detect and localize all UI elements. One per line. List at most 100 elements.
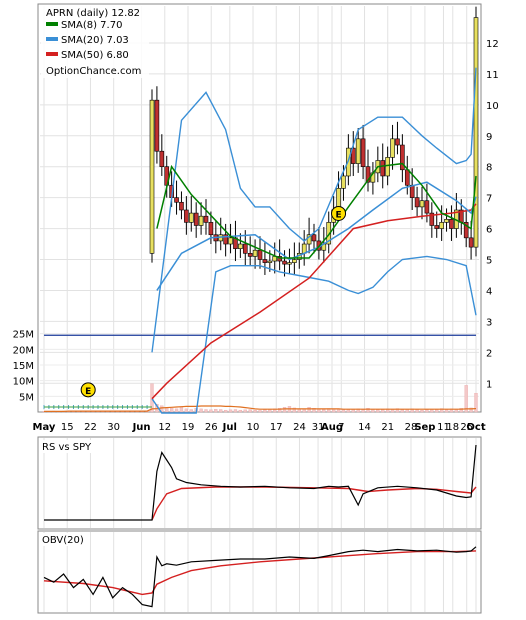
candle-body: [473, 17, 479, 248]
x-tick-label: Oct: [466, 422, 485, 433]
obv-line: [43, 546, 477, 608]
volume-bar: [199, 408, 203, 413]
price-y-tick-label: 11: [486, 70, 499, 81]
price-y-tick-label: 1: [486, 379, 492, 390]
x-tick-label: Aug: [321, 422, 343, 433]
candle-body: [439, 222, 444, 229]
volume-bar: [184, 408, 189, 413]
candle-body: [449, 218, 454, 229]
watermark: OptionChance.com: [46, 66, 141, 77]
volume-bar: [204, 409, 208, 413]
candle-body: [203, 215, 209, 223]
price-y-tick-label: 4: [486, 286, 492, 297]
volume-bar: [258, 410, 262, 413]
candle-body: [159, 150, 165, 167]
volume-bar: [302, 409, 306, 413]
earnings-marker-label: E: [335, 210, 341, 220]
candle-body: [424, 200, 430, 214]
candle-body: [311, 234, 317, 242]
candle-body: [355, 138, 361, 164]
volume-ma-line: [44, 405, 477, 412]
candle-body: [223, 234, 228, 245]
volume-bar: [233, 409, 238, 413]
candle-body: [198, 215, 204, 226]
volume-bar: [219, 409, 223, 413]
volume-bar: [165, 407, 169, 413]
volume-y-tick-label: 20M: [13, 345, 34, 356]
x-tick-label: 30: [107, 422, 120, 433]
earnings-marker-label: E: [85, 387, 91, 397]
volume-bar: [425, 409, 429, 413]
x-tick-label: 14: [358, 422, 371, 433]
candle-body: [282, 260, 287, 265]
volume-bar: [469, 407, 473, 413]
volume-bar: [253, 409, 257, 413]
rs-panel: [37, 436, 482, 530]
volume-bar: [179, 407, 184, 413]
candle-body: [238, 243, 243, 249]
volume-bar: [464, 385, 468, 413]
x-tick-label: 25: [460, 422, 473, 433]
candle-body: [414, 197, 420, 208]
price-y-tick-label: 3: [486, 317, 492, 328]
candle-body: [341, 175, 346, 189]
candle-body: [179, 201, 184, 211]
rs-panel-title: RS vs SPY: [42, 442, 92, 453]
legend: APRN (daily) 12.82 SMA(8) 7.70 SMA(20) 7…: [41, 6, 149, 78]
volume-bar: [189, 409, 193, 413]
candle-body: [193, 212, 199, 226]
x-tick-label: Jun: [132, 422, 151, 433]
volume-bar: [248, 409, 252, 413]
volume-bar: [282, 407, 287, 413]
price-y-tick-label: 12: [486, 39, 499, 50]
candle-body: [287, 262, 292, 265]
candle-body: [228, 237, 233, 245]
volume-y-axis: 25M 20M 15M 10M 5M: [13, 330, 34, 404]
earnings-marker: [331, 205, 347, 221]
legend-swatch-sma8: [46, 22, 58, 26]
legend-item-sma8: SMA(8) 7.70: [61, 20, 122, 31]
volume-bar: [238, 409, 243, 413]
x-tick-label: 19: [182, 422, 195, 433]
legend-swatch-sma50: [46, 52, 58, 56]
x-tick-label: 12: [158, 422, 171, 433]
volume-bar: [174, 408, 179, 413]
candle-body: [257, 249, 263, 260]
x-tick-label: 17: [270, 422, 283, 433]
candle-body: [252, 249, 258, 257]
candle-body: [350, 147, 356, 164]
legend-swatch-sma20: [46, 37, 58, 41]
volume-bar: [459, 408, 463, 413]
volume-bar: [415, 409, 419, 413]
volume-y-tick-label: 15M: [13, 361, 34, 372]
volume-bar: [439, 408, 444, 413]
price-y-tick-label: 10: [486, 101, 499, 112]
price-y-tick-label: 2: [486, 348, 492, 359]
candle-body: [385, 157, 390, 177]
volume-bar: [307, 407, 311, 413]
volume-bar: [209, 409, 213, 413]
candle-body: [468, 237, 474, 248]
sma8-line: [156, 162, 477, 259]
volume-bar: [435, 409, 439, 413]
volume-bar: [376, 409, 380, 413]
bollinger-upper-line: [151, 67, 477, 353]
legend-item-sma20: SMA(20) 7.03: [61, 35, 129, 46]
volume-bar: [331, 409, 336, 413]
candle-body: [409, 184, 415, 198]
price-y-axis: 12 11 10 9 8 7 6 5 4 3 2 1: [486, 39, 499, 390]
candle-body: [365, 166, 371, 183]
sma20-line: [156, 181, 477, 291]
x-tick-label: 18: [446, 422, 459, 433]
obv-grid: [43, 532, 477, 612]
volume-bar: [444, 409, 449, 413]
volume-bar: [346, 409, 351, 413]
sma50-line: [151, 203, 477, 400]
x-tick-label: 11: [437, 422, 450, 433]
candle-body: [434, 225, 440, 229]
rs-layer: [44, 444, 477, 521]
candle-body: [429, 212, 435, 226]
